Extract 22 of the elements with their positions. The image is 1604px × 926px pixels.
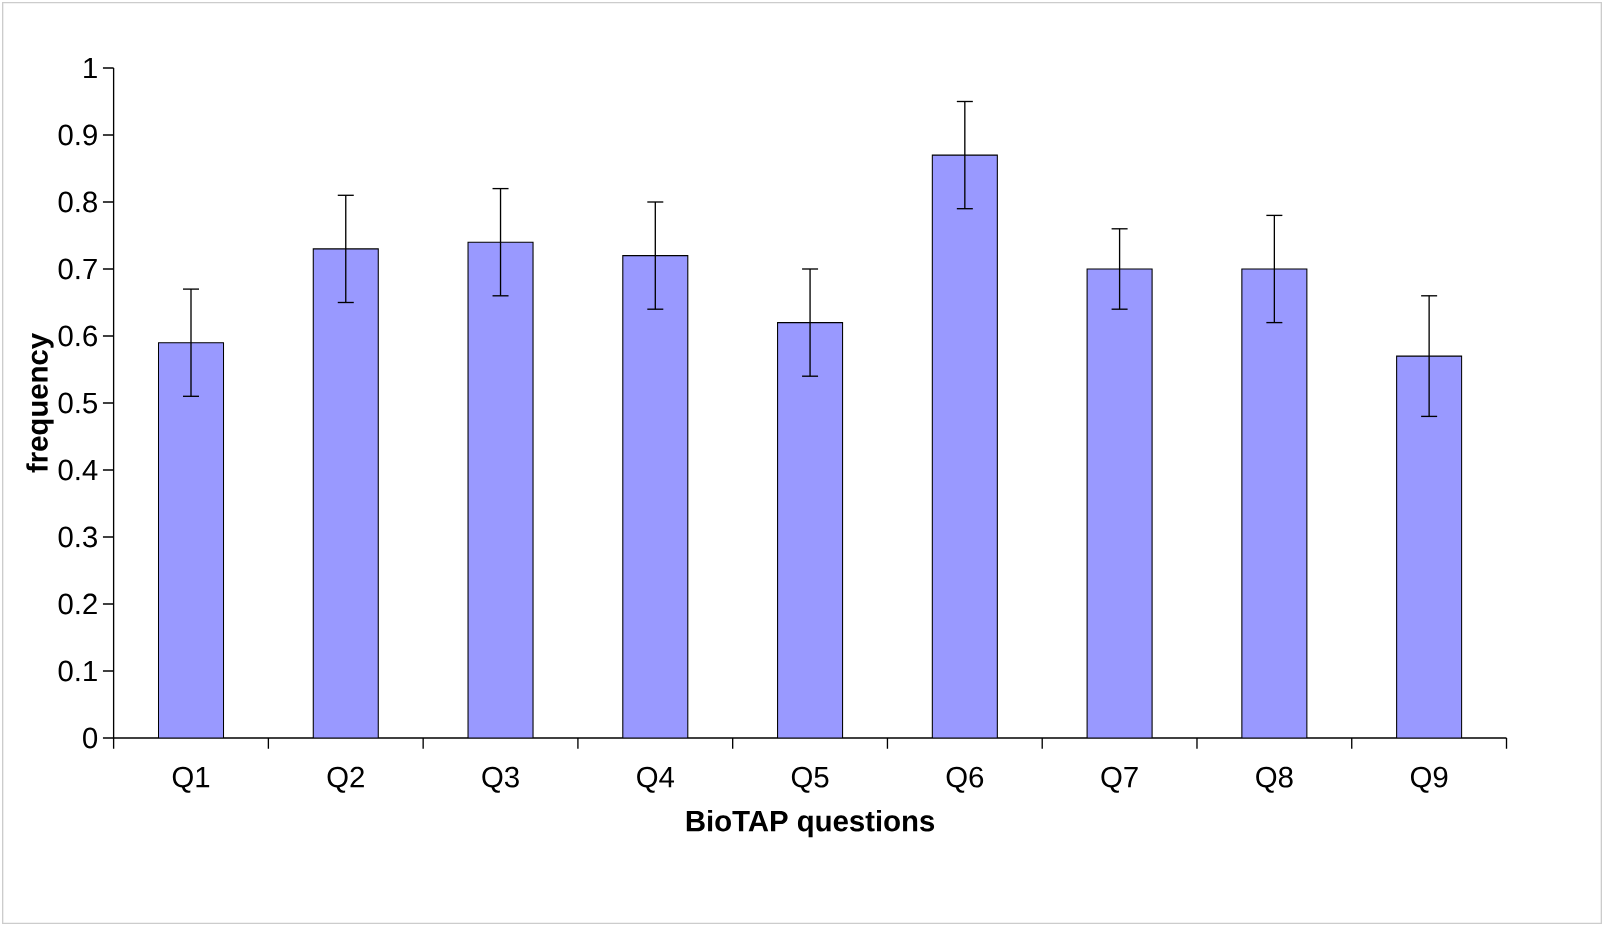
x-tick-label: Q4 (637, 766, 675, 793)
x-tick-label: Q8 (1256, 766, 1293, 793)
x-axis-title: BioTAP questions (686, 809, 935, 838)
x-tick-label: Q5 (791, 766, 829, 793)
y-tick-label: 0.5 (58, 392, 98, 414)
y-tick-label: 0 (83, 727, 98, 749)
x-tick-label: Q6 (946, 766, 984, 793)
y-tick-label: 0.1 (58, 660, 97, 682)
x-tick-label: Q1 (172, 766, 210, 793)
y-tick-label: 0.4 (58, 459, 98, 481)
x-tick-label: Q9 (1410, 766, 1448, 793)
y-tick-label: 0.2 (58, 593, 97, 615)
y-tick-label: 0.7 (58, 258, 97, 280)
x-tick-label: Q3 (482, 766, 519, 793)
y-tick-label: 1 (84, 57, 97, 79)
y-tick-label: 0.9 (58, 124, 97, 146)
y-tick-label: 0.3 (58, 526, 97, 548)
y-axis-title: frequency (26, 333, 54, 473)
x-tick-label: Q7 (1101, 766, 1138, 793)
y-tick-label: 0.8 (58, 191, 97, 213)
y-tick-label: 0.6 (58, 325, 97, 347)
x-tick-label: Q2 (327, 766, 364, 793)
